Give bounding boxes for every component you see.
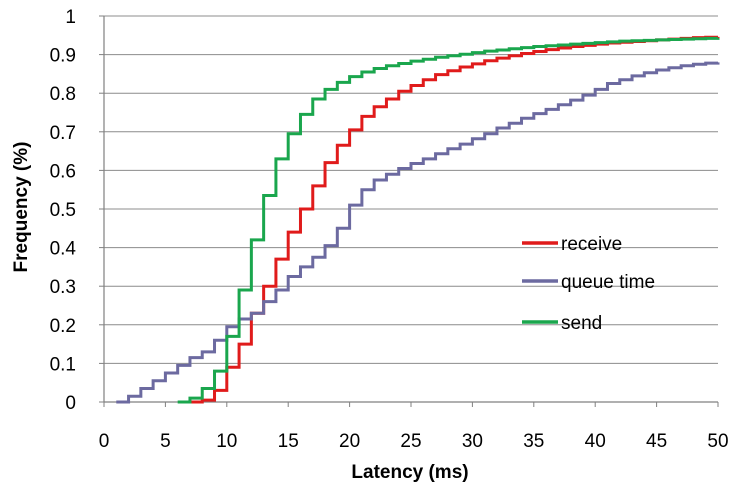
series-line-send (177, 36, 720, 404)
x-tick-label: 10 (216, 431, 237, 452)
x-tick-label: 20 (339, 431, 360, 452)
y-tick-label: 0.8 (50, 84, 76, 105)
y-tick-label: 0.2 (50, 316, 76, 337)
y-tick-label: 1 (65, 7, 76, 28)
x-tick-label: 0 (99, 431, 110, 452)
legend-label-queue-time: queue time (561, 272, 655, 293)
legend: receive queue time send (522, 234, 655, 334)
legend-label-receive: receive (561, 234, 622, 255)
x-tick-label: 25 (400, 431, 421, 452)
y-tick-label: 0 (65, 393, 76, 414)
x-tick-label: 40 (585, 431, 606, 452)
series-lines (116, 35, 720, 404)
y-tick-label: 0.9 (50, 46, 76, 67)
y-tick-label: 0.4 (50, 239, 77, 260)
axes (103, 16, 719, 407)
x-tick-label: 50 (707, 431, 728, 452)
x-tick-label: 45 (646, 431, 667, 452)
y-tick-label: 0.5 (50, 200, 76, 221)
x-tick-label: 5 (160, 431, 171, 452)
x-tick-label: 15 (278, 431, 299, 452)
x-tick-label: 30 (462, 431, 483, 452)
y-tick-label: 0.3 (50, 277, 76, 298)
x-tick-labels: 0 5 10 15 20 25 30 35 40 45 50 (99, 431, 729, 452)
y-tick-label: 0.6 (50, 161, 76, 182)
grid-lines (99, 15, 718, 403)
y-tick-label: 0.1 (50, 354, 76, 375)
x-axis-title: Latency (ms) (351, 462, 468, 483)
series-line-receive (189, 35, 720, 404)
y-tick-label: 0.7 (50, 123, 76, 144)
legend-label-send: send (561, 313, 602, 334)
y-tick-labels: 0 0.1 0.2 0.3 0.4 0.5 0.6 0.7 0.8 0.9 1 (50, 7, 77, 414)
x-tick-label: 35 (523, 431, 544, 452)
y-axis-title: Frequency (%) (11, 142, 32, 273)
series-line-queue-time (116, 61, 720, 404)
